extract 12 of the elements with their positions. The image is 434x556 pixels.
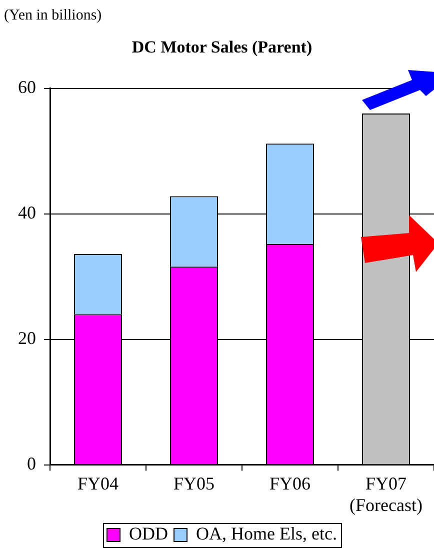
- y-tick-label: 60: [18, 77, 36, 98]
- y-tick-label: 20: [18, 328, 36, 348]
- x-tick-label: FY05: [173, 473, 215, 494]
- x-tick-label: FY07 (Forecast): [350, 473, 422, 515]
- x-tick-label: FY06: [269, 473, 311, 494]
- x-tick-label: FY04: [77, 473, 119, 494]
- chart-title: DC Motor Sales (Parent): [132, 38, 312, 57]
- legend-label: OA, Home Els, etc.: [196, 524, 337, 544]
- legend-label: ODD: [129, 524, 168, 544]
- y-tick-label: 40: [18, 202, 36, 223]
- y-tick-label: 0: [27, 454, 36, 474]
- text: (Yen in billions): [4, 7, 102, 24]
